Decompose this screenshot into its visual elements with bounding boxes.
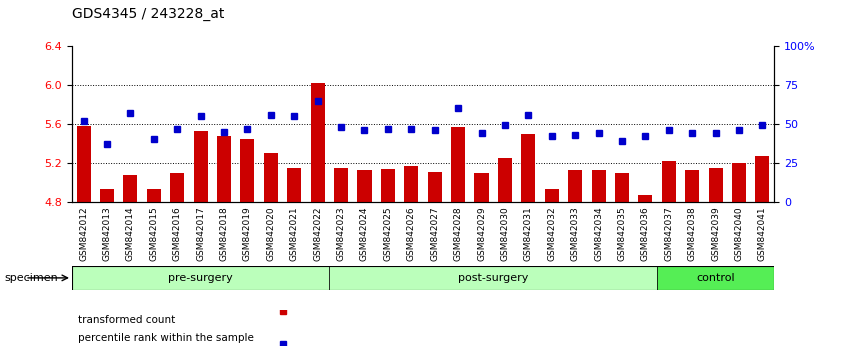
Text: control: control bbox=[696, 273, 735, 283]
Text: GSM842030: GSM842030 bbox=[501, 207, 509, 261]
Bar bbox=[381, 169, 395, 202]
Text: GSM842027: GSM842027 bbox=[431, 207, 439, 261]
Bar bbox=[358, 170, 371, 202]
Text: GSM842035: GSM842035 bbox=[618, 207, 626, 261]
Bar bbox=[755, 156, 769, 202]
Text: post-surgery: post-surgery bbox=[458, 273, 529, 283]
Text: GSM842041: GSM842041 bbox=[758, 207, 766, 261]
Text: GSM842013: GSM842013 bbox=[102, 207, 112, 261]
Bar bbox=[404, 166, 418, 202]
Text: GSM842014: GSM842014 bbox=[126, 207, 135, 261]
Text: transformed count: transformed count bbox=[78, 315, 175, 325]
Bar bbox=[639, 195, 652, 202]
Bar bbox=[124, 176, 137, 202]
Bar bbox=[591, 170, 606, 202]
Bar bbox=[428, 172, 442, 202]
Text: pre-surgery: pre-surgery bbox=[168, 273, 233, 283]
Text: GSM842032: GSM842032 bbox=[547, 207, 556, 261]
Text: GSM842024: GSM842024 bbox=[360, 207, 369, 261]
Text: GSM842028: GSM842028 bbox=[453, 207, 463, 261]
Bar bbox=[475, 172, 488, 202]
Text: GSM842038: GSM842038 bbox=[688, 207, 696, 261]
Bar bbox=[545, 189, 558, 202]
Text: GSM842019: GSM842019 bbox=[243, 207, 252, 261]
Bar bbox=[521, 133, 536, 202]
Bar bbox=[77, 126, 91, 202]
Text: GSM842018: GSM842018 bbox=[220, 207, 228, 261]
Text: GSM842039: GSM842039 bbox=[711, 207, 720, 261]
Bar bbox=[334, 168, 348, 202]
Text: GSM842020: GSM842020 bbox=[266, 207, 275, 261]
Bar bbox=[310, 83, 325, 202]
Text: GDS4345 / 243228_at: GDS4345 / 243228_at bbox=[72, 7, 224, 21]
Bar bbox=[709, 168, 722, 202]
Bar bbox=[498, 158, 512, 202]
Text: specimen: specimen bbox=[4, 273, 58, 283]
Bar bbox=[569, 170, 582, 202]
Text: percentile rank within the sample: percentile rank within the sample bbox=[78, 333, 254, 343]
Bar bbox=[72, 266, 329, 290]
Text: GSM842015: GSM842015 bbox=[150, 207, 158, 261]
Text: GSM842040: GSM842040 bbox=[734, 207, 744, 261]
Text: GSM842034: GSM842034 bbox=[594, 207, 603, 261]
Text: GSM842031: GSM842031 bbox=[524, 207, 533, 261]
Bar bbox=[662, 161, 676, 202]
Text: GSM842025: GSM842025 bbox=[383, 207, 393, 261]
Bar bbox=[194, 131, 207, 202]
Bar bbox=[264, 153, 277, 202]
Bar bbox=[100, 189, 114, 202]
Bar bbox=[732, 163, 746, 202]
Text: GSM842022: GSM842022 bbox=[313, 207, 322, 261]
Text: GSM842012: GSM842012 bbox=[80, 207, 88, 261]
Text: GSM842029: GSM842029 bbox=[477, 207, 486, 261]
Text: GSM842021: GSM842021 bbox=[290, 207, 299, 261]
Text: GSM842017: GSM842017 bbox=[196, 207, 205, 261]
Bar bbox=[615, 172, 629, 202]
Bar bbox=[329, 266, 657, 290]
Bar bbox=[685, 170, 699, 202]
Bar bbox=[240, 138, 255, 202]
Text: GSM842023: GSM842023 bbox=[337, 207, 345, 261]
Text: GSM842016: GSM842016 bbox=[173, 207, 182, 261]
Text: GSM842026: GSM842026 bbox=[407, 207, 415, 261]
Bar bbox=[147, 189, 161, 202]
Text: GSM842036: GSM842036 bbox=[641, 207, 650, 261]
Bar bbox=[170, 172, 184, 202]
Text: GSM842037: GSM842037 bbox=[664, 207, 673, 261]
Bar bbox=[288, 168, 301, 202]
Text: GSM842033: GSM842033 bbox=[571, 207, 580, 261]
Bar bbox=[451, 127, 465, 202]
Bar bbox=[217, 136, 231, 202]
Bar bbox=[657, 266, 774, 290]
